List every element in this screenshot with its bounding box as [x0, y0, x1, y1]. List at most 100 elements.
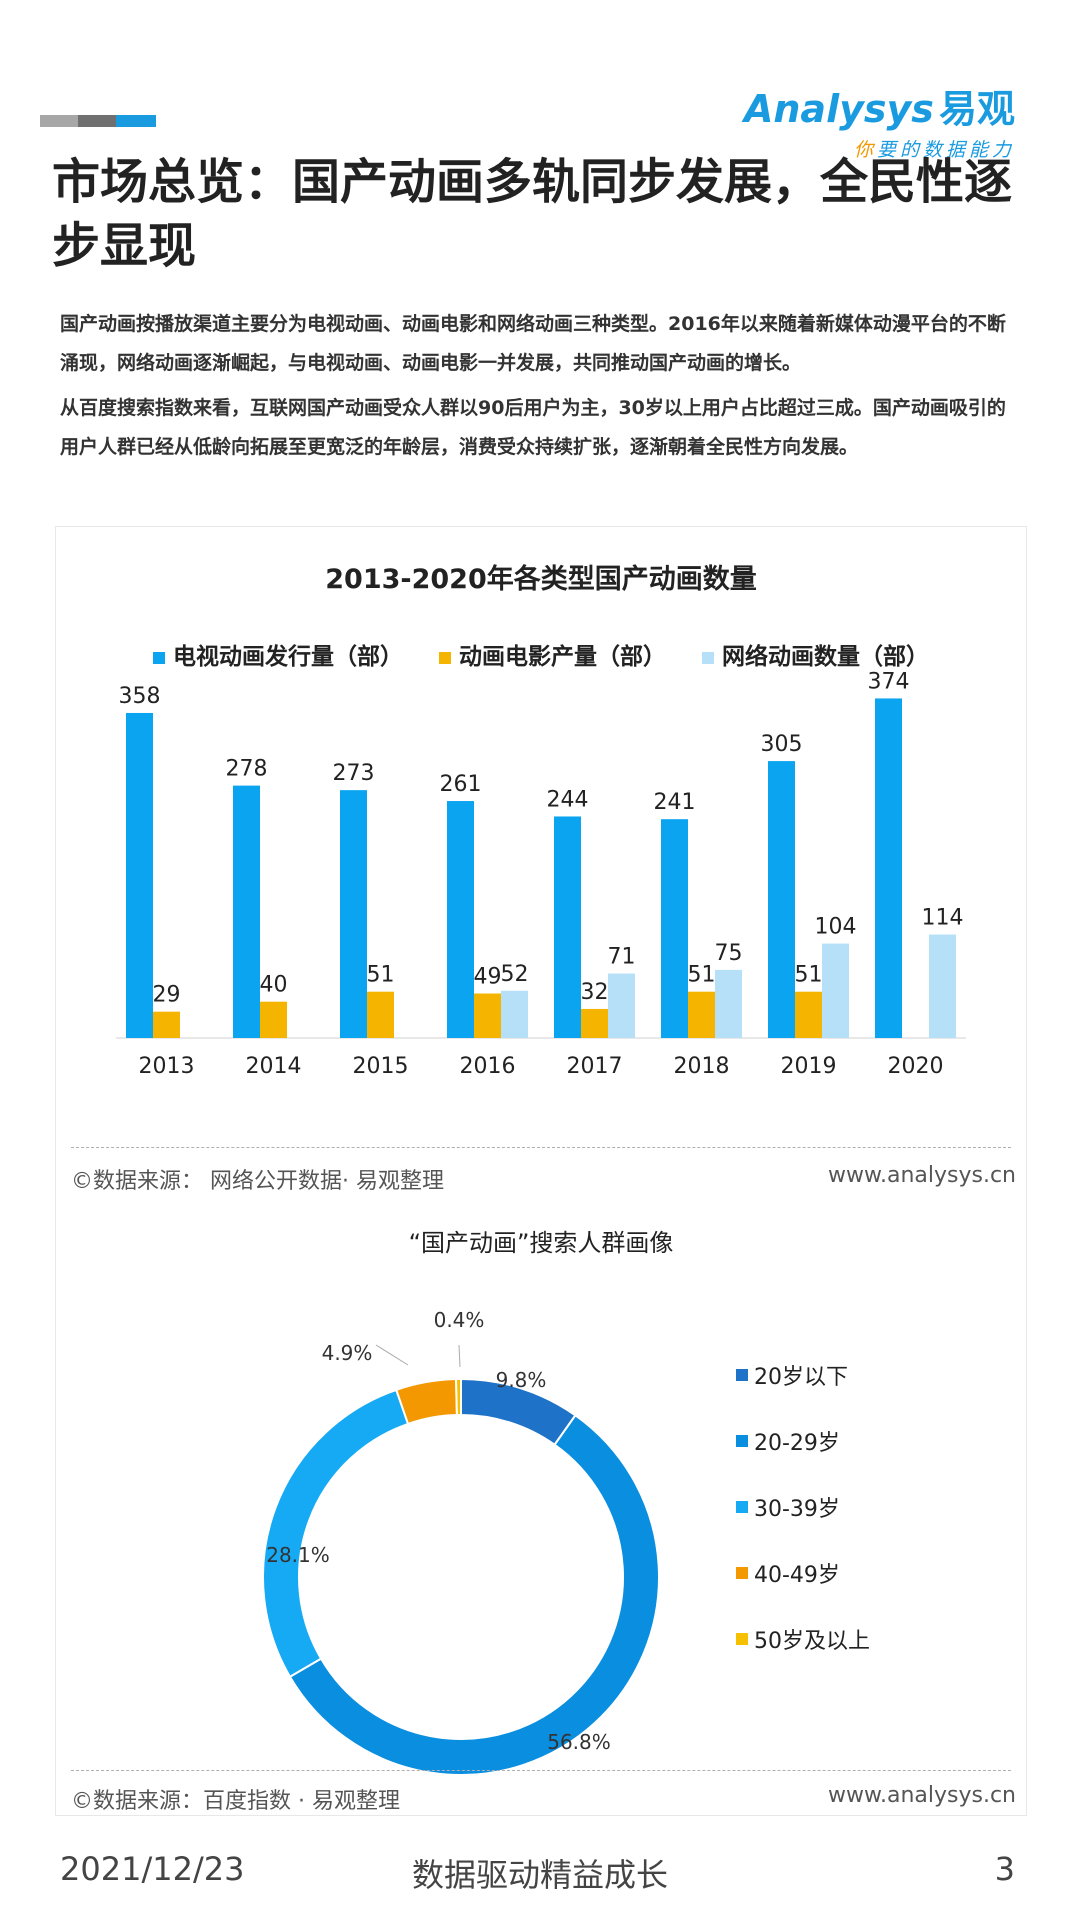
bar-value-label: 49 [474, 965, 502, 990]
pie-legend-item: 20岁以下 [736, 1342, 870, 1408]
legend-item-web: 网络动画数量（部） [702, 637, 929, 671]
header-bar-gray [40, 115, 78, 127]
donut-value-label: 4.9% [322, 1341, 373, 1365]
analysys-logo: Analysys 易观 你要的数据能力 [744, 78, 1015, 162]
bar-value-label: 75 [715, 941, 743, 966]
bar-value-label: 29 [153, 983, 181, 1008]
bar-value-label: 104 [815, 915, 857, 940]
x-tick-label: 2019 [781, 1054, 837, 1079]
bar-movie [795, 991, 822, 1038]
pie-legend-swatch [736, 1633, 748, 1645]
x-tick-label: 2014 [246, 1054, 302, 1079]
bar-movie [474, 993, 501, 1038]
x-tick-label: 2015 [353, 1054, 409, 1079]
pie-legend-swatch [736, 1369, 748, 1381]
logo-cn: 易观 [938, 87, 1015, 131]
pie-legend-swatch [736, 1567, 748, 1579]
donut-slice [454, 1377, 462, 1417]
bar-tv [768, 761, 795, 1038]
legend-item-movie: 动画电影产量（部） [439, 637, 666, 671]
bar-value-label: 358 [119, 684, 161, 709]
donut-slice [395, 1378, 458, 1426]
bar-chart-legend: 电视动画发行量（部） 动画电影产量（部） 网络动画数量（部） [56, 637, 1026, 671]
bar-chart-source: ©数据来源： 网络公开数据· 易观整理 [71, 1169, 444, 1194]
bar-movie [260, 1001, 287, 1038]
donut-value-label: 0.4% [434, 1308, 485, 1332]
donut-leader-line [458, 1344, 461, 1368]
bar-chart-divider [71, 1147, 1011, 1148]
header-color-bars [40, 115, 156, 127]
logo-slogan-highlight: 你 [853, 139, 877, 161]
bar-movie [688, 991, 715, 1038]
donut-value-label: 28.1% [266, 1543, 330, 1567]
bar-tv [661, 819, 688, 1038]
x-tick-label: 2013 [139, 1054, 195, 1079]
footer-date: 2021/12/23 [60, 1850, 245, 1888]
pie-legend-item: 30-39岁 [736, 1474, 870, 1540]
x-tick-label: 2018 [674, 1054, 730, 1079]
bar-movie [367, 991, 394, 1038]
bar-value-label: 71 [608, 945, 636, 970]
chart-card: 2013-2020年各类型国产动画数量 电视动画发行量（部） 动画电影产量（部）… [55, 526, 1027, 1816]
donut-leader-line [375, 1344, 409, 1366]
logo-slogan-rest: 要的数据能力 [876, 139, 1015, 161]
bar-value-label: 51 [367, 963, 395, 988]
page-title: 市场总览：国产动画多轨同步发展，全民性逐步显现 [52, 154, 1013, 274]
pie-chart-legend: 20岁以下 20-29岁 30-39岁 40-49岁 50岁及以上 [736, 1342, 870, 1672]
x-tick-label: 2020 [888, 1054, 944, 1079]
bar-tv [233, 785, 260, 1038]
legend-label-web: 网络动画数量（部） [722, 644, 930, 670]
donut-chart: 9.8% 56.8% 28.1% 4.9% 0.4% [262, 1308, 660, 1776]
donut-slice [262, 1388, 410, 1679]
x-tick-label: 2016 [460, 1054, 516, 1079]
legend-swatch-web [702, 651, 715, 664]
bar-value-label: 32 [581, 980, 609, 1005]
bar-movie [153, 1011, 180, 1038]
pie-chart-source: ©数据来源：百度指数 · 易观整理 [71, 1789, 400, 1814]
bar-web [822, 943, 849, 1038]
bar-tv [447, 801, 474, 1038]
bar-value-label: 273 [333, 761, 375, 786]
bar-value-label: 374 [868, 669, 910, 694]
legend-item-tv: 电视动画发行量（部） [152, 637, 403, 671]
bar-value-label: 241 [654, 790, 696, 815]
pie-legend-item: 40-49岁 [736, 1540, 870, 1606]
bar-value-label: 305 [761, 732, 803, 757]
logo-slogan: 你要的数据能力 [744, 135, 1015, 162]
pie-legend-label: 20岁以下 [754, 1365, 848, 1390]
donut-slice [288, 1413, 660, 1776]
pie-legend-label: 20-29岁 [754, 1431, 840, 1456]
intro-paragraph-1: 国产动画按播放渠道主要分为电视动画、动画电影和网络动画三种类型。2016年以来随… [60, 313, 1006, 374]
pie-legend-item: 50岁及以上 [736, 1606, 870, 1672]
logo-en: Analysys [743, 87, 934, 131]
pie-chart-title: “国产动画”搜索人群画像 [408, 1229, 674, 1257]
pie-chart-divider [71, 1770, 1011, 1771]
bar-web [929, 934, 956, 1038]
pie-legend-label: 40-49岁 [754, 1563, 840, 1588]
footer-page-number: 3 [994, 1850, 1015, 1888]
pie-legend-swatch [736, 1435, 748, 1447]
donut-value-label: 56.8% [547, 1730, 611, 1754]
bar-movie [581, 1008, 608, 1038]
pie-legend-label: 50岁及以上 [754, 1629, 870, 1654]
pie-legend-swatch [736, 1501, 748, 1513]
footer-slogan: 数据驱动精益成长 [411, 1856, 668, 1894]
bar-tv [126, 712, 153, 1038]
header-bar-dark [78, 115, 116, 127]
bar-chart-site: www.analysys.cn [828, 1163, 1016, 1188]
x-tick-label: 2017 [567, 1054, 623, 1079]
bar-tv [340, 790, 367, 1038]
bar-value-label: 52 [501, 962, 529, 987]
bar-value-label: 261 [440, 772, 482, 797]
bar-value-label: 51 [795, 963, 823, 988]
bar-value-label: 244 [547, 787, 589, 812]
header-bar-blue [116, 115, 156, 127]
bar-chart-title: 2013-2020年各类型国产动画数量 [325, 564, 757, 595]
bar-web [715, 969, 742, 1038]
pie-legend-label: 30-39岁 [754, 1497, 840, 1522]
legend-label-tv: 电视动画发行量（部） [172, 644, 403, 670]
intro-paragraph-2: 从百度搜索指数来看，互联网国产动画受众人群以90后用户为主，30岁以上用户占比超… [60, 397, 1006, 458]
bar-web [608, 973, 635, 1038]
bar-web [501, 990, 528, 1038]
pie-chart-site: www.analysys.cn [828, 1783, 1016, 1808]
